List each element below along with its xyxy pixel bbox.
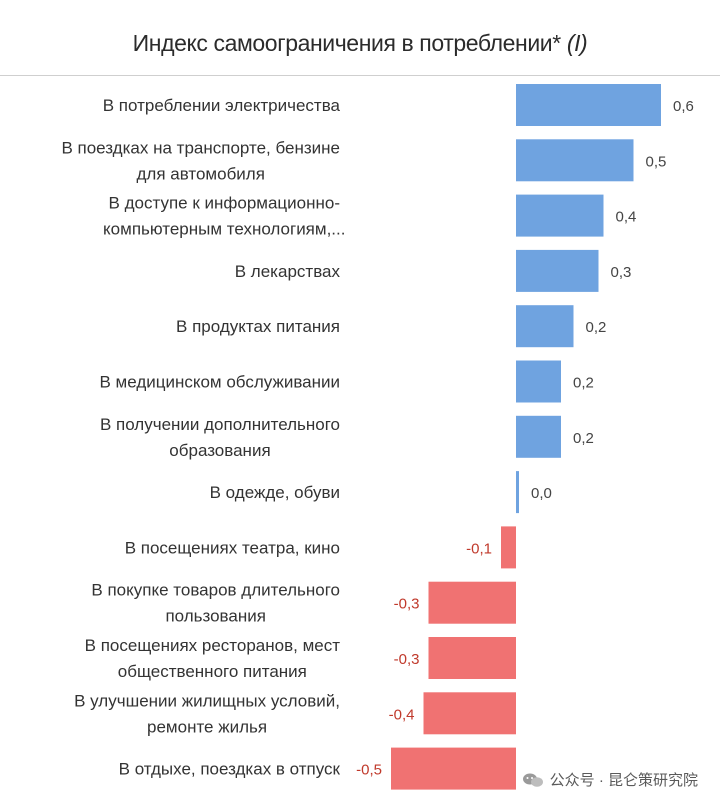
value-label: 0,3 bbox=[611, 264, 632, 281]
category-label: В доступе к информационно-компьютерным т… bbox=[103, 194, 345, 239]
bar bbox=[428, 637, 516, 679]
bar bbox=[391, 747, 516, 790]
category-label: В медицинском обслуживании bbox=[99, 373, 340, 392]
chart-title-text: Индекс самоограничения в потреблении* bbox=[132, 30, 562, 56]
value-label: 0,5 bbox=[646, 153, 667, 170]
title-divider bbox=[0, 75, 720, 76]
category-label: В улучшении жилищных условий, ремонте жил… bbox=[74, 691, 340, 736]
watermark-text: 公众号 · 昆仑策研究院 bbox=[549, 772, 698, 789]
category-label: В посещениях театра, кино bbox=[125, 538, 340, 557]
bar bbox=[516, 249, 599, 292]
value-label: 0,2 bbox=[586, 319, 607, 336]
bar bbox=[516, 194, 604, 237]
chart-title-suffix: (I) bbox=[566, 30, 588, 56]
value-label: 0,2 bbox=[573, 375, 594, 392]
bar bbox=[428, 581, 516, 624]
category-label: В потреблении электричества bbox=[103, 96, 341, 115]
category-label: В покупке товаров длительного пользования bbox=[91, 581, 340, 626]
watermark: 公众号 · 昆仑策研究院 bbox=[521, 769, 698, 790]
bar bbox=[516, 415, 561, 458]
chart-title: Индекс самоограничения в потреблении* (I… bbox=[0, 30, 720, 57]
category-label: В получении дополнительного образования bbox=[100, 415, 340, 460]
value-label: 0,0 bbox=[531, 485, 552, 502]
category-label: В лекарствах bbox=[235, 262, 341, 281]
category-label: В продуктах питания bbox=[176, 317, 340, 336]
bar bbox=[516, 305, 574, 348]
value-label: -0,4 bbox=[389, 706, 415, 723]
value-label: 0,6 bbox=[673, 98, 694, 115]
value-label: -0,1 bbox=[466, 540, 492, 557]
bar bbox=[516, 471, 519, 514]
bar bbox=[516, 84, 661, 126]
value-label: -0,3 bbox=[394, 651, 420, 668]
value-label: 0,4 bbox=[616, 209, 637, 226]
bar bbox=[516, 360, 561, 403]
category-label: В отдыхе, поездках в отпуск bbox=[119, 760, 341, 779]
value-label: -0,5 bbox=[356, 762, 382, 779]
category-label: В посещениях ресторанов, мест общественно… bbox=[85, 636, 341, 681]
value-label: -0,3 bbox=[394, 596, 420, 613]
category-label: В одежде, обуви bbox=[210, 483, 340, 502]
value-label: 0,2 bbox=[573, 430, 594, 447]
bar bbox=[516, 139, 634, 182]
bar bbox=[423, 692, 516, 735]
wechat-icon bbox=[522, 773, 543, 787]
bar bbox=[501, 526, 516, 569]
category-label: В поездках на транспорте, бензине для авт… bbox=[61, 138, 340, 183]
